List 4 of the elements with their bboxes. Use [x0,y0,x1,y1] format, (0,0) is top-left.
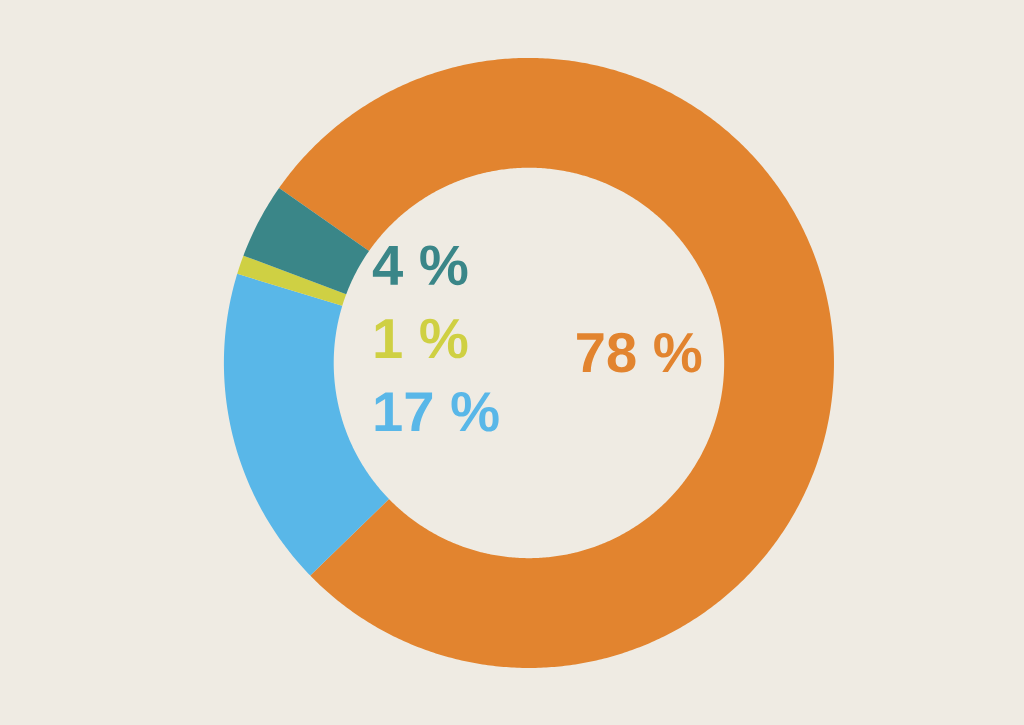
data-label: 17 % [375,391,499,432]
data-label: 78 % [577,332,702,373]
data-label: 1 % [375,318,468,359]
data-label: 4 % [372,245,468,286]
